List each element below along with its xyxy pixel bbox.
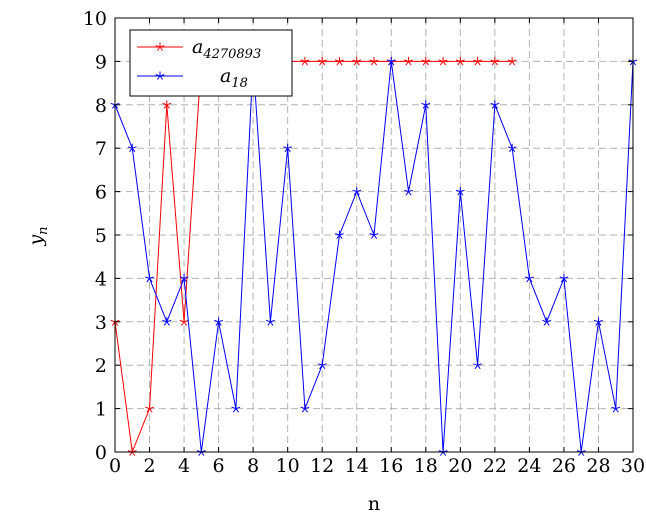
y-axis-label-sub: n (36, 226, 51, 234)
y-tick-label: 8 (95, 95, 107, 117)
legend-label-blue-base: a (220, 65, 231, 87)
legend-marker-red (155, 42, 165, 51)
x-tick-label: 6 (213, 455, 225, 477)
legend-label-blue-sub: 18 (231, 76, 248, 91)
y-axis-label: yn (25, 226, 51, 246)
y-axis-label-base: y (25, 235, 47, 247)
y-tick-label: 4 (95, 268, 107, 290)
x-tick-label: 28 (586, 455, 610, 477)
data-point-blue (369, 230, 379, 239)
y-tick-label: 3 (95, 312, 107, 334)
x-tick-label: 4 (178, 455, 190, 477)
legend-box (129, 29, 293, 97)
data-point-red (507, 56, 517, 66)
x-tick-label: 12 (310, 455, 334, 477)
data-point-blue (335, 230, 344, 239)
data-point-red (127, 447, 137, 456)
x-tick-labels: 0 2 4 6 8 10 12 14 16 18 20 22 24 26 28 30 (109, 455, 645, 477)
y-tick-label: 2 (95, 355, 107, 377)
data-point-blue (352, 187, 362, 196)
x-tick-label: 8 (247, 455, 259, 477)
data-point-red (162, 100, 172, 109)
x-tick-label: 2 (143, 455, 155, 477)
data-point-red (300, 56, 310, 66)
y-tick-label: 10 (83, 8, 107, 30)
x-tick-label: 24 (517, 455, 541, 477)
x-tick-label: 30 (621, 455, 645, 477)
series-layer (110, 56, 638, 456)
data-point-blue (179, 273, 189, 283)
data-point-blue (594, 317, 603, 326)
data-point-blue (559, 273, 569, 283)
legend: a4270893 a18 (129, 29, 293, 97)
data-point-blue (455, 187, 465, 196)
x-tick-label: 16 (379, 455, 403, 477)
legend-marker-blue (155, 71, 165, 80)
y-tick-label: 7 (95, 138, 107, 160)
x-tick-label: 0 (109, 455, 121, 477)
data-point-blue (611, 404, 621, 413)
y-tick-label: 0 (95, 442, 107, 464)
ticks (114, 17, 634, 453)
data-point-red (145, 404, 154, 413)
data-point-blue (507, 143, 517, 153)
x-axis-label: n (368, 493, 380, 513)
data-point-red (335, 56, 344, 66)
data-point-red (179, 317, 189, 326)
data-point-blue (283, 143, 293, 153)
data-point-red (404, 56, 413, 66)
data-point-blue (404, 187, 413, 196)
data-point-red (352, 56, 362, 66)
data-point-red (455, 56, 465, 66)
data-point-blue (162, 317, 172, 326)
data-point-blue (317, 360, 327, 370)
data-point-blue (196, 447, 206, 456)
x-tick-label: 22 (483, 455, 507, 477)
data-point-blue (300, 404, 310, 413)
data-point-blue (524, 273, 534, 283)
data-point-blue (265, 317, 275, 326)
series-line-blue (114, 60, 634, 453)
y-tick-labels: 0 1 2 3 4 5 6 7 8 9 10 (83, 8, 107, 464)
data-point-red (317, 56, 327, 66)
y-tick-label: 1 (95, 399, 107, 421)
data-point-blue (473, 360, 483, 370)
data-point-blue (490, 100, 500, 109)
data-point-blue (231, 404, 241, 413)
series-line-red (114, 60, 513, 453)
legend-label-red-base: a (192, 36, 203, 58)
x-tick-label: 10 (276, 455, 300, 477)
data-point-red (473, 56, 483, 66)
data-point-blue (127, 143, 137, 153)
x-tick-label: 14 (345, 455, 369, 477)
x-tick-label: 26 (552, 455, 576, 477)
data-point-red (369, 56, 379, 66)
y-tick-label: 5 (95, 225, 107, 247)
data-point-blue (542, 317, 552, 326)
x-tick-label: 18 (414, 455, 438, 477)
data-point-red (421, 56, 431, 66)
data-point-red (490, 56, 500, 66)
legend-label-red: a4270893 (192, 36, 261, 62)
data-point-blue (214, 317, 224, 326)
legend-label-blue: a18 (220, 65, 248, 91)
data-point-blue (386, 56, 396, 66)
data-point-blue (576, 447, 586, 456)
legend-label-red-sub: 4270893 (202, 47, 261, 62)
series-blue (110, 56, 638, 456)
y-tick-label: 9 (95, 51, 107, 73)
data-point-blue (421, 100, 431, 109)
x-tick-label: 20 (448, 455, 472, 477)
y-tick-label: 6 (95, 182, 107, 204)
data-point-blue (438, 447, 448, 456)
data-point-blue (145, 273, 154, 283)
data-point-red (438, 56, 448, 66)
